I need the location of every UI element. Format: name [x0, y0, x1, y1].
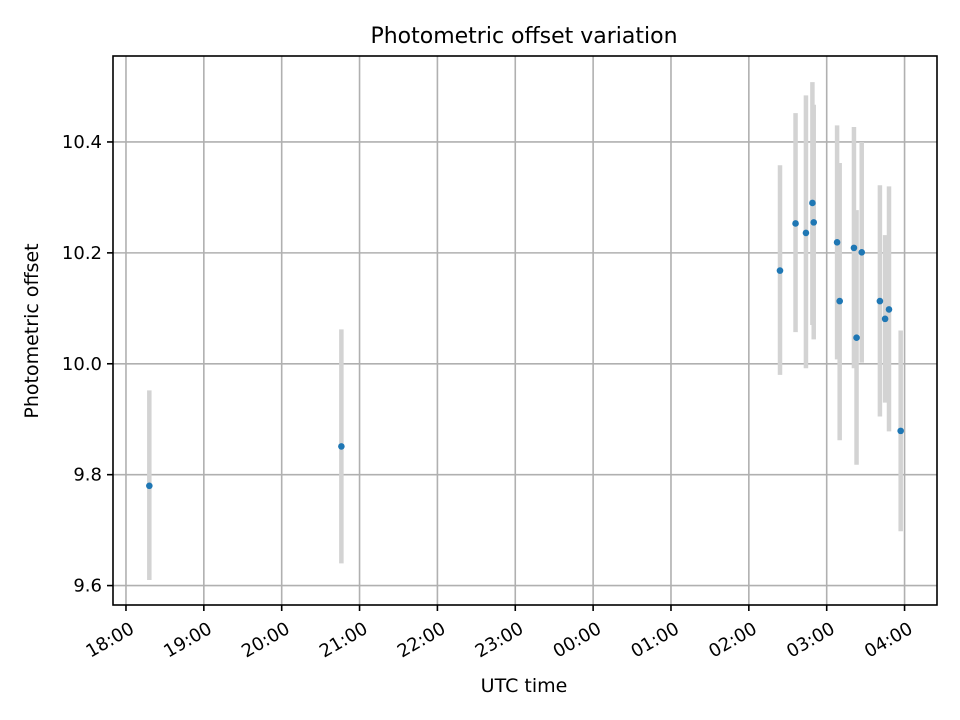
x-tick-label: 19:00: [160, 618, 215, 662]
data-point: [809, 199, 816, 207]
error-bars: [147, 82, 903, 581]
x-tick-label: 02:00: [705, 618, 760, 662]
x-tick-label: 01:00: [627, 618, 682, 662]
y-axis-label: Photometric offset: [21, 243, 43, 418]
data-point: [853, 334, 860, 342]
plot-frame: [112, 55, 938, 606]
data-point: [792, 220, 799, 227]
y-tick-label: 10.2: [62, 243, 102, 264]
grid-lines: [113, 56, 937, 605]
x-tick-label: 21:00: [316, 618, 371, 662]
y-tick-label: 9.6: [73, 576, 102, 597]
data-point: [810, 219, 818, 226]
data-point: [858, 249, 866, 256]
data-points: [146, 199, 904, 490]
chart-title: Photometric offset variation: [370, 24, 677, 49]
x-tick-label: 04:00: [861, 618, 916, 662]
x-tick-label: 23:00: [472, 618, 527, 662]
x-tick-label: 20:00: [238, 618, 293, 662]
data-point: [885, 306, 893, 313]
y-tick-label: 9.8: [73, 465, 102, 486]
x-tick-label: 03:00: [783, 618, 838, 662]
data-point: [836, 297, 843, 305]
x-axis-label: UTC time: [481, 675, 568, 697]
x-tick-label: 22:00: [394, 618, 449, 662]
x-tick-label: 18:00: [82, 618, 137, 662]
data-point: [881, 315, 889, 323]
data-point: [876, 297, 884, 305]
axis-ticks: 18:00 19:00 20:00 21:00 22:00 23:00 00:00 01:00…: [62, 132, 917, 662]
data-point: [146, 482, 153, 490]
x-tick-label: 00:00: [550, 618, 605, 662]
data-point: [833, 239, 841, 246]
y-tick-label: 10.4: [62, 132, 102, 153]
data-point: [850, 244, 858, 252]
data-point: [338, 443, 345, 450]
y-tick-label: 10.0: [62, 354, 102, 375]
data-point: [897, 427, 904, 435]
data-point: [776, 267, 784, 274]
data-point: [802, 229, 810, 237]
